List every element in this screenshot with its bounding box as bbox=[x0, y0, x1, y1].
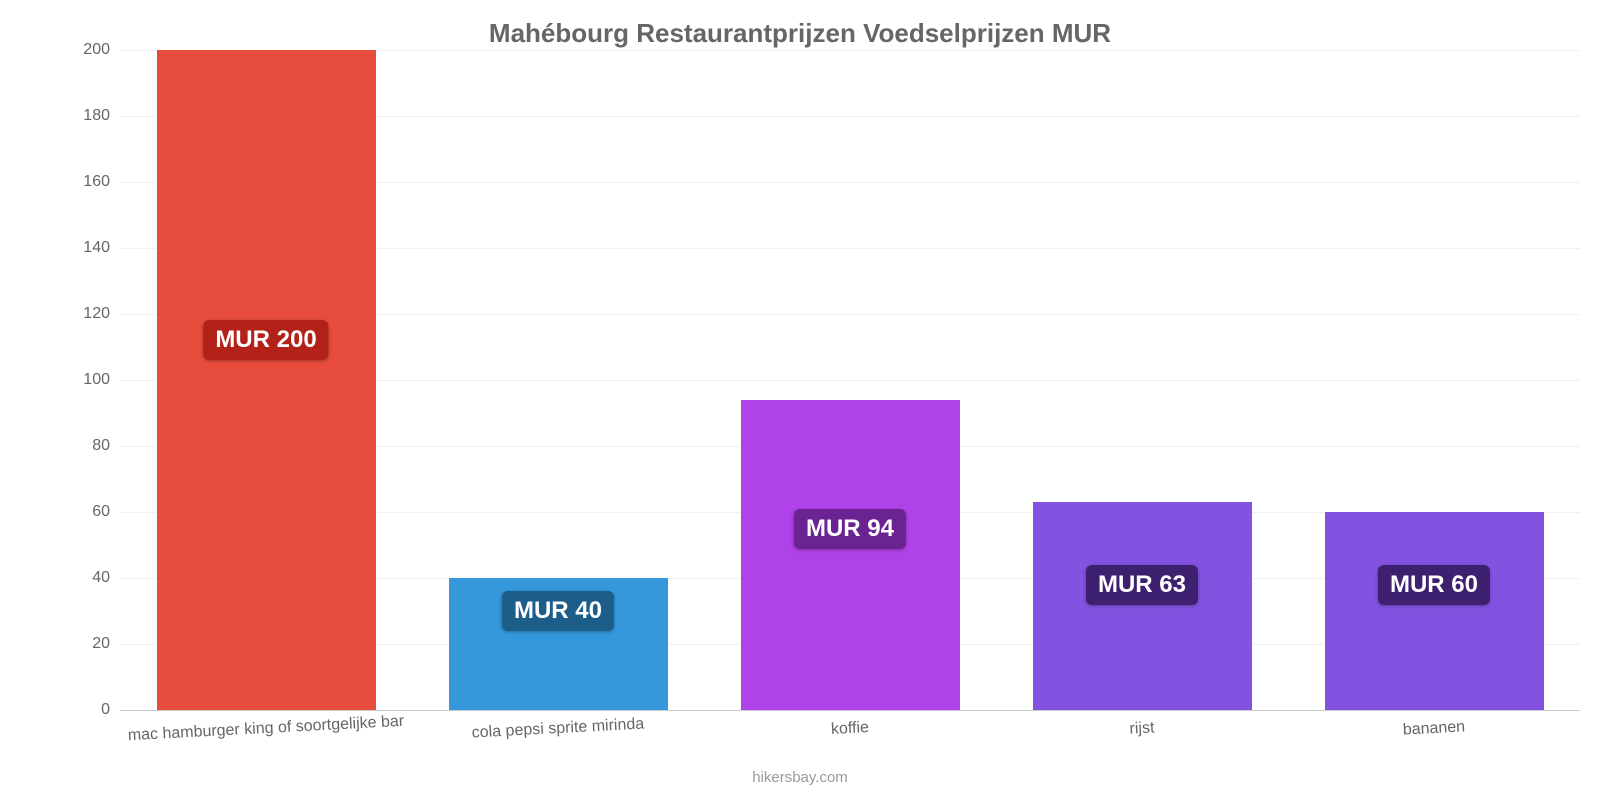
bar-value-label: MUR 40 bbox=[502, 591, 614, 631]
y-tick-label: 20 bbox=[60, 635, 110, 653]
bar bbox=[157, 50, 376, 710]
y-tick-label: 60 bbox=[60, 503, 110, 521]
x-tick-label: cola pepsi sprite mirinda bbox=[471, 715, 644, 742]
bar bbox=[1033, 502, 1252, 710]
y-tick-label: 200 bbox=[60, 41, 110, 59]
bar-value-label: MUR 63 bbox=[1086, 565, 1198, 605]
x-axis-labels: mac hamburger king of soortgelijke bar co… bbox=[120, 712, 1580, 752]
y-tick-label: 120 bbox=[60, 305, 110, 323]
y-tick-label: 100 bbox=[60, 371, 110, 389]
x-tick-label: bananen bbox=[1402, 718, 1465, 739]
bar bbox=[1325, 512, 1544, 710]
y-tick-label: 160 bbox=[60, 173, 110, 191]
y-tick-label: 40 bbox=[60, 569, 110, 587]
x-tick-label: rijst bbox=[1129, 719, 1155, 738]
y-tick-label: 80 bbox=[60, 437, 110, 455]
y-tick-label: 0 bbox=[60, 701, 110, 719]
x-tick-label: koffie bbox=[831, 719, 870, 739]
bar bbox=[741, 400, 960, 710]
bar-value-label: MUR 200 bbox=[203, 320, 328, 360]
x-tick-label: mac hamburger king of soortgelijke bar bbox=[127, 713, 404, 745]
chart-plot-area: 020406080100120140160180200MUR 200MUR 40… bbox=[120, 50, 1580, 710]
chart-title: Mahébourg Restaurantprijzen Voedselprijz… bbox=[0, 0, 1600, 55]
footer-attribution: hikersbay.com bbox=[752, 769, 848, 786]
plot-region: 020406080100120140160180200MUR 200MUR 40… bbox=[120, 50, 1580, 710]
bar-value-label: MUR 60 bbox=[1378, 565, 1490, 605]
bar-value-label: MUR 94 bbox=[794, 509, 906, 549]
y-tick-label: 180 bbox=[60, 107, 110, 125]
x-axis-line bbox=[120, 710, 1580, 711]
y-tick-label: 140 bbox=[60, 239, 110, 257]
